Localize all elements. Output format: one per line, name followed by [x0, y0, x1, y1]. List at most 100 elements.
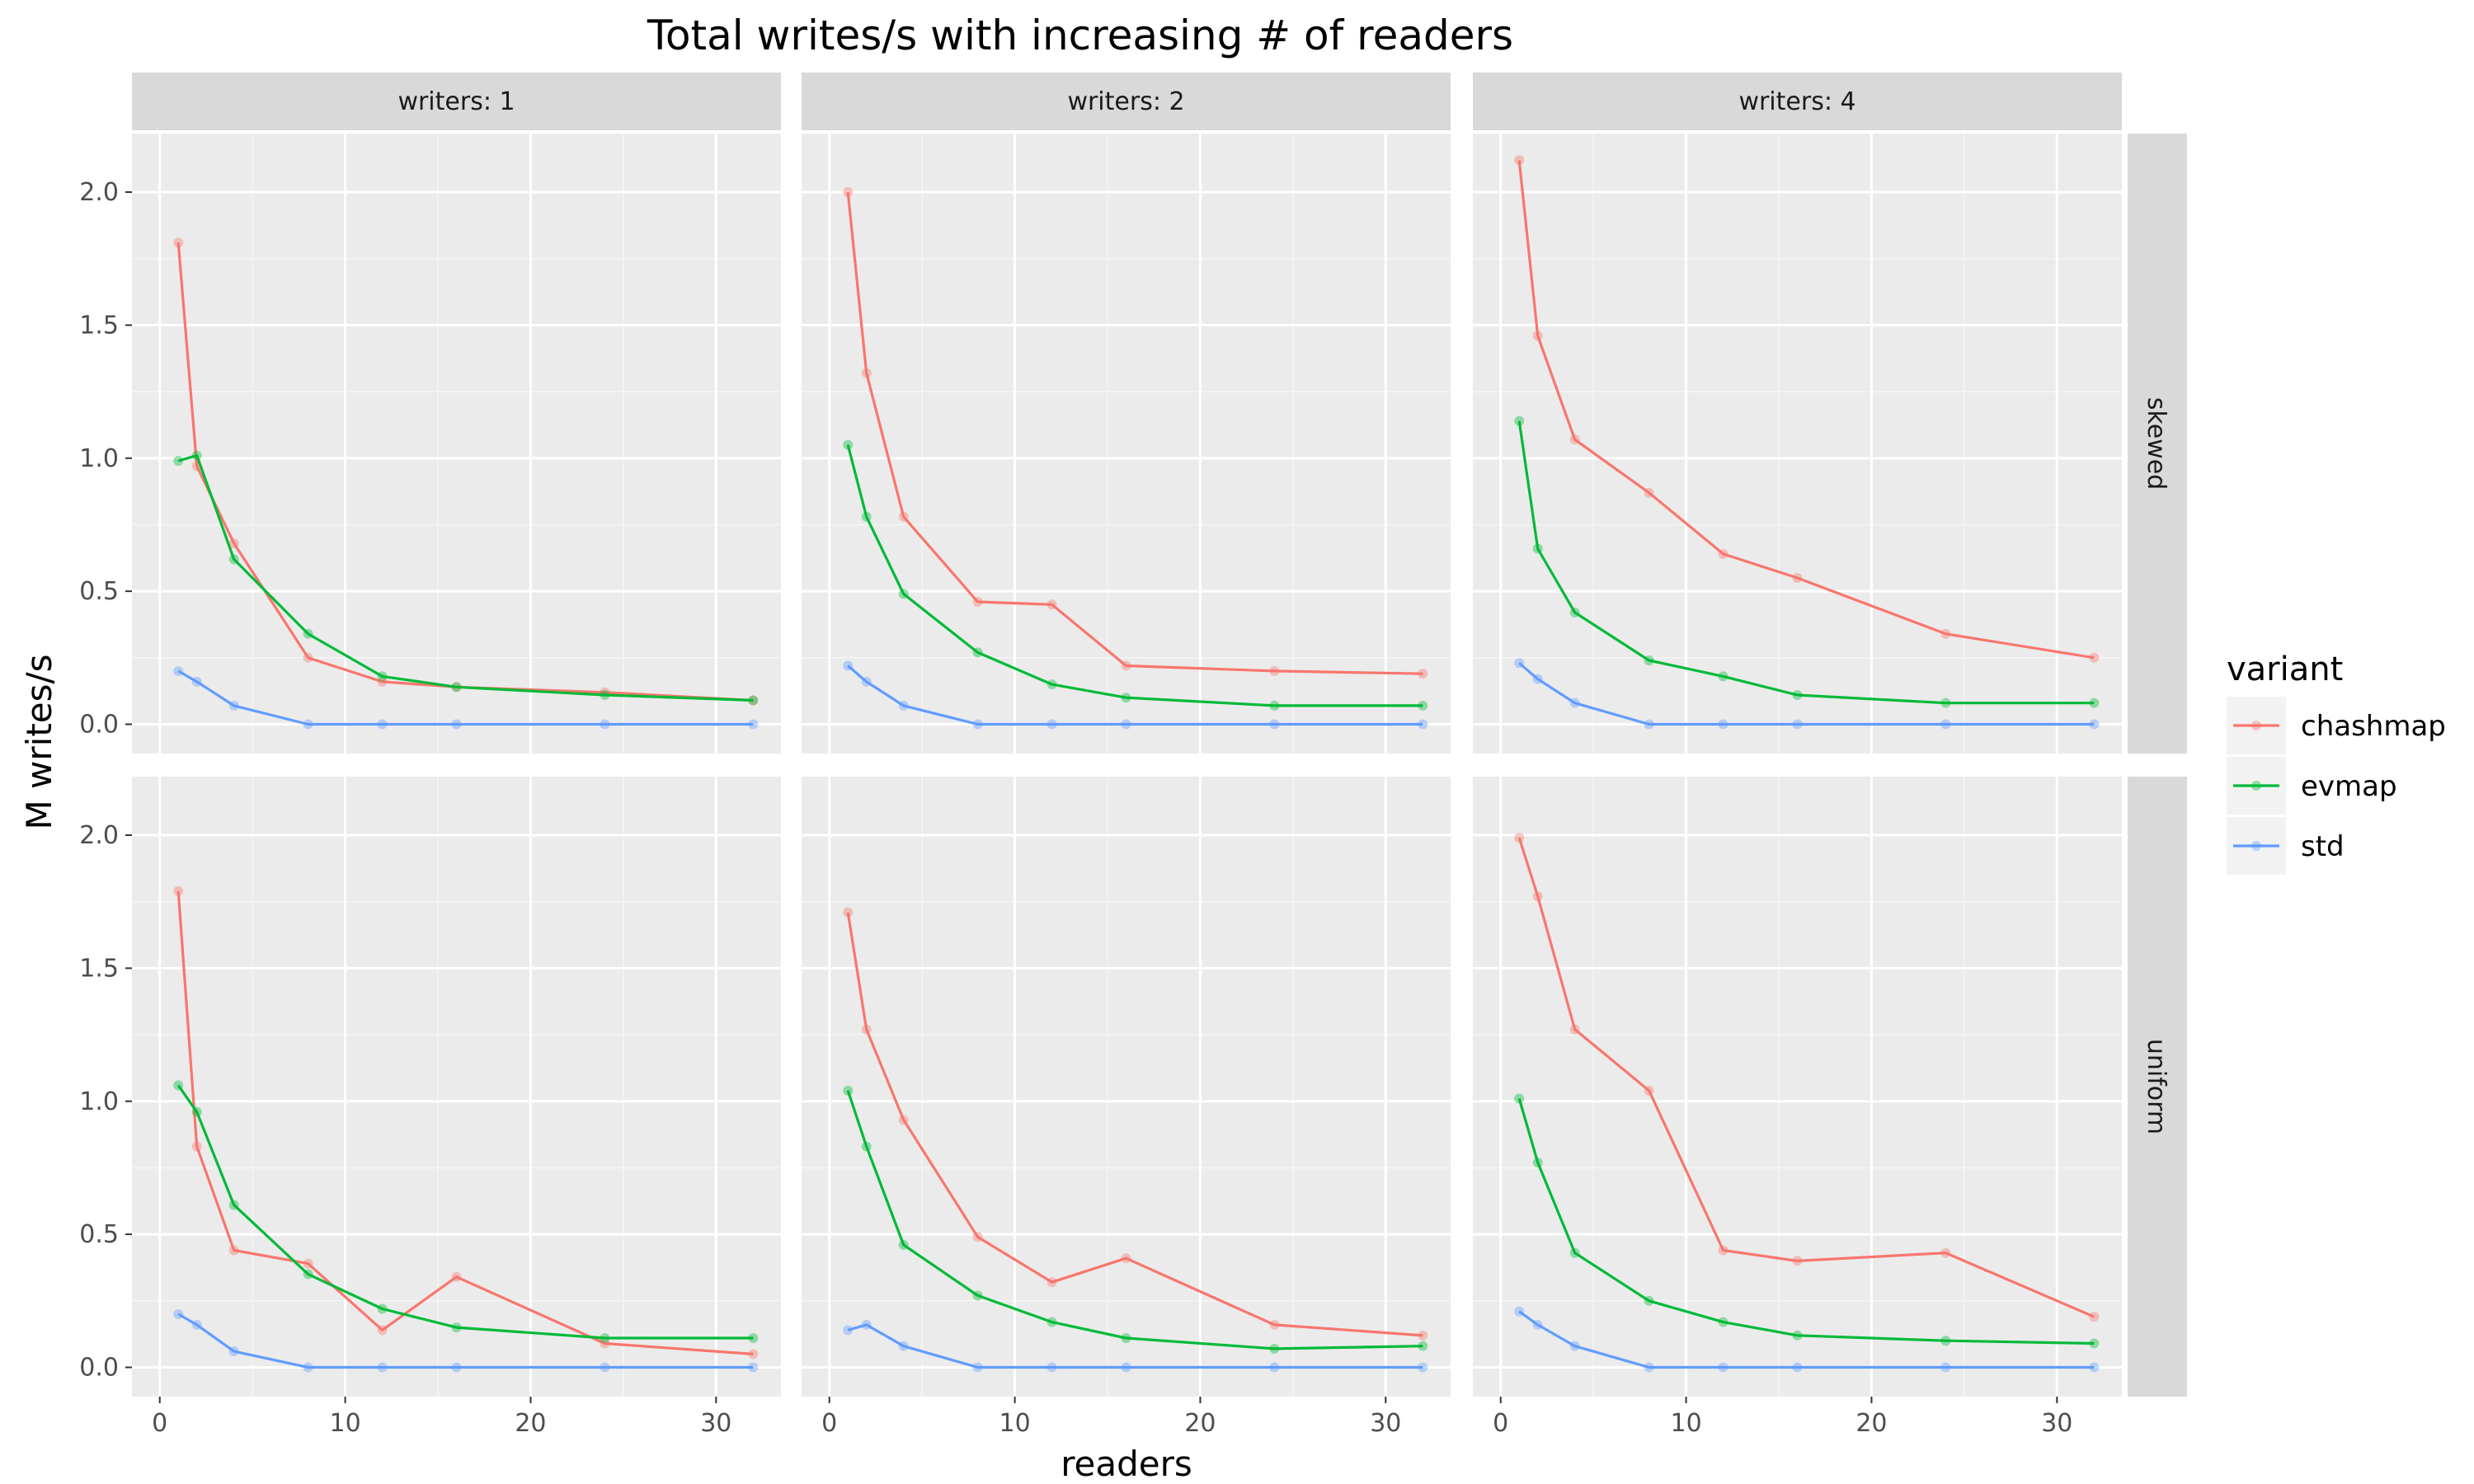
data-point-evmap — [1121, 693, 1131, 703]
data-point-evmap — [1718, 671, 1729, 682]
facet-panel — [132, 777, 781, 1397]
data-point-std — [600, 1362, 610, 1373]
series-line-evmap — [846, 444, 1423, 707]
row-strip — [2128, 134, 2187, 754]
data-point-chashmap — [1569, 434, 1580, 445]
x-tick-label: 20 — [1184, 1409, 1216, 1438]
data-point-chashmap — [861, 368, 872, 378]
data-point-chashmap — [861, 1024, 872, 1035]
data-point-std — [1569, 1341, 1580, 1351]
data-point-chashmap — [972, 1232, 983, 1242]
data-point-std — [1644, 1362, 1654, 1373]
data-point-evmap — [861, 1141, 872, 1152]
data-point-chashmap — [303, 1258, 313, 1269]
data-point-std — [843, 660, 854, 671]
panel-background — [132, 777, 781, 1397]
data-point-evmap — [1718, 1317, 1729, 1327]
series-line-chashmap — [176, 242, 754, 702]
data-point-std — [1532, 1319, 1543, 1330]
data-point-std — [748, 1362, 759, 1373]
data-point-std — [972, 719, 983, 730]
data-point-chashmap — [2089, 1312, 2100, 1322]
x-tick-label: 0 — [152, 1409, 167, 1438]
data-point-evmap — [1121, 1332, 1131, 1343]
data-point-evmap — [1514, 1093, 1525, 1104]
data-point-chashmap — [1644, 487, 1654, 498]
data-point-std — [1718, 719, 1729, 730]
data-point-evmap — [898, 1240, 909, 1251]
legend: variant chashmap evmap std — [2227, 650, 2446, 875]
x-tick-label: 0 — [821, 1409, 837, 1438]
data-point-evmap — [1532, 543, 1543, 554]
data-point-chashmap — [1121, 660, 1131, 671]
data-point-chashmap — [1940, 1247, 1951, 1258]
column-strip — [1473, 73, 2122, 130]
data-point-chashmap — [1269, 665, 1280, 676]
data-point-evmap — [303, 628, 313, 639]
data-point-evmap — [1269, 1343, 1280, 1354]
data-point-chashmap — [228, 1245, 239, 1256]
data-point-evmap — [228, 1200, 239, 1210]
y-tick-label: 0.5 — [79, 577, 119, 606]
data-point-evmap — [191, 1106, 202, 1117]
y-tick-label: 1.0 — [79, 444, 119, 473]
x-tick-label: 0 — [1493, 1409, 1508, 1438]
legend-title: variant — [2227, 650, 2343, 688]
row-strip-label: uniform — [2142, 1039, 2171, 1134]
series-line-evmap — [177, 453, 754, 702]
data-point-evmap — [1792, 1330, 1803, 1341]
data-point-evmap — [843, 439, 854, 450]
data-point-evmap — [861, 511, 872, 522]
data-point-evmap — [1047, 679, 1057, 690]
x-tick-label: 20 — [515, 1409, 546, 1438]
data-point-evmap — [303, 1269, 313, 1280]
y-tick-label: 1.5 — [79, 954, 119, 983]
data-point-std — [748, 719, 759, 730]
data-point-std — [1121, 1362, 1131, 1373]
chart-title: Total writes/s with increasing # of read… — [647, 12, 1513, 59]
data-point-std — [1121, 719, 1131, 730]
data-point-std — [377, 1362, 388, 1373]
data-point-std — [1418, 1362, 1428, 1373]
data-point-chashmap — [748, 1349, 759, 1360]
data-point-std — [898, 700, 909, 711]
data-point-evmap — [1569, 607, 1580, 618]
legend-label-evmap: evmap — [2301, 770, 2397, 803]
data-point-chashmap — [228, 538, 239, 549]
data-point-std — [972, 1362, 983, 1373]
data-point-std — [2089, 719, 2100, 730]
data-point-chashmap — [1418, 1330, 1428, 1341]
data-point-std — [377, 719, 388, 730]
data-point-chashmap — [843, 907, 854, 918]
legend-label-std: std — [2301, 830, 2345, 863]
data-point-chashmap — [1569, 1024, 1580, 1035]
data-point-chashmap — [843, 187, 854, 198]
data-point-std — [861, 676, 872, 687]
panel-background — [1473, 777, 2122, 1397]
data-point-std — [1718, 1362, 1729, 1373]
series-line-evmap — [846, 1090, 1423, 1350]
data-point-chashmap — [1940, 628, 1951, 639]
data-point-chashmap — [303, 652, 313, 663]
data-point-evmap — [377, 671, 388, 682]
data-point-std — [1418, 719, 1428, 730]
data-point-std — [173, 665, 184, 676]
data-point-chashmap — [1792, 1256, 1803, 1266]
data-point-evmap — [843, 1085, 854, 1096]
data-point-evmap — [451, 682, 462, 693]
data-point-std — [451, 719, 462, 730]
data-point-std — [1514, 658, 1525, 669]
y-tick-label: 1.0 — [79, 1087, 119, 1116]
data-point-chashmap — [377, 1325, 388, 1336]
data-point-chashmap — [1644, 1085, 1654, 1096]
x-tick-label: 10 — [999, 1409, 1030, 1438]
data-point-chashmap — [600, 1338, 610, 1349]
data-point-evmap — [451, 1322, 462, 1333]
data-point-evmap — [1418, 1341, 1428, 1351]
data-point-evmap — [600, 689, 610, 700]
data-point-std — [1269, 719, 1280, 730]
data-point-evmap — [972, 1290, 983, 1301]
column-strip-label: writers: 2 — [1067, 87, 1184, 116]
series-line-std — [847, 665, 1423, 726]
facet-panels: writers: 1 writers: 2 writers: 4 skewed unif… — [79, 73, 2187, 1438]
